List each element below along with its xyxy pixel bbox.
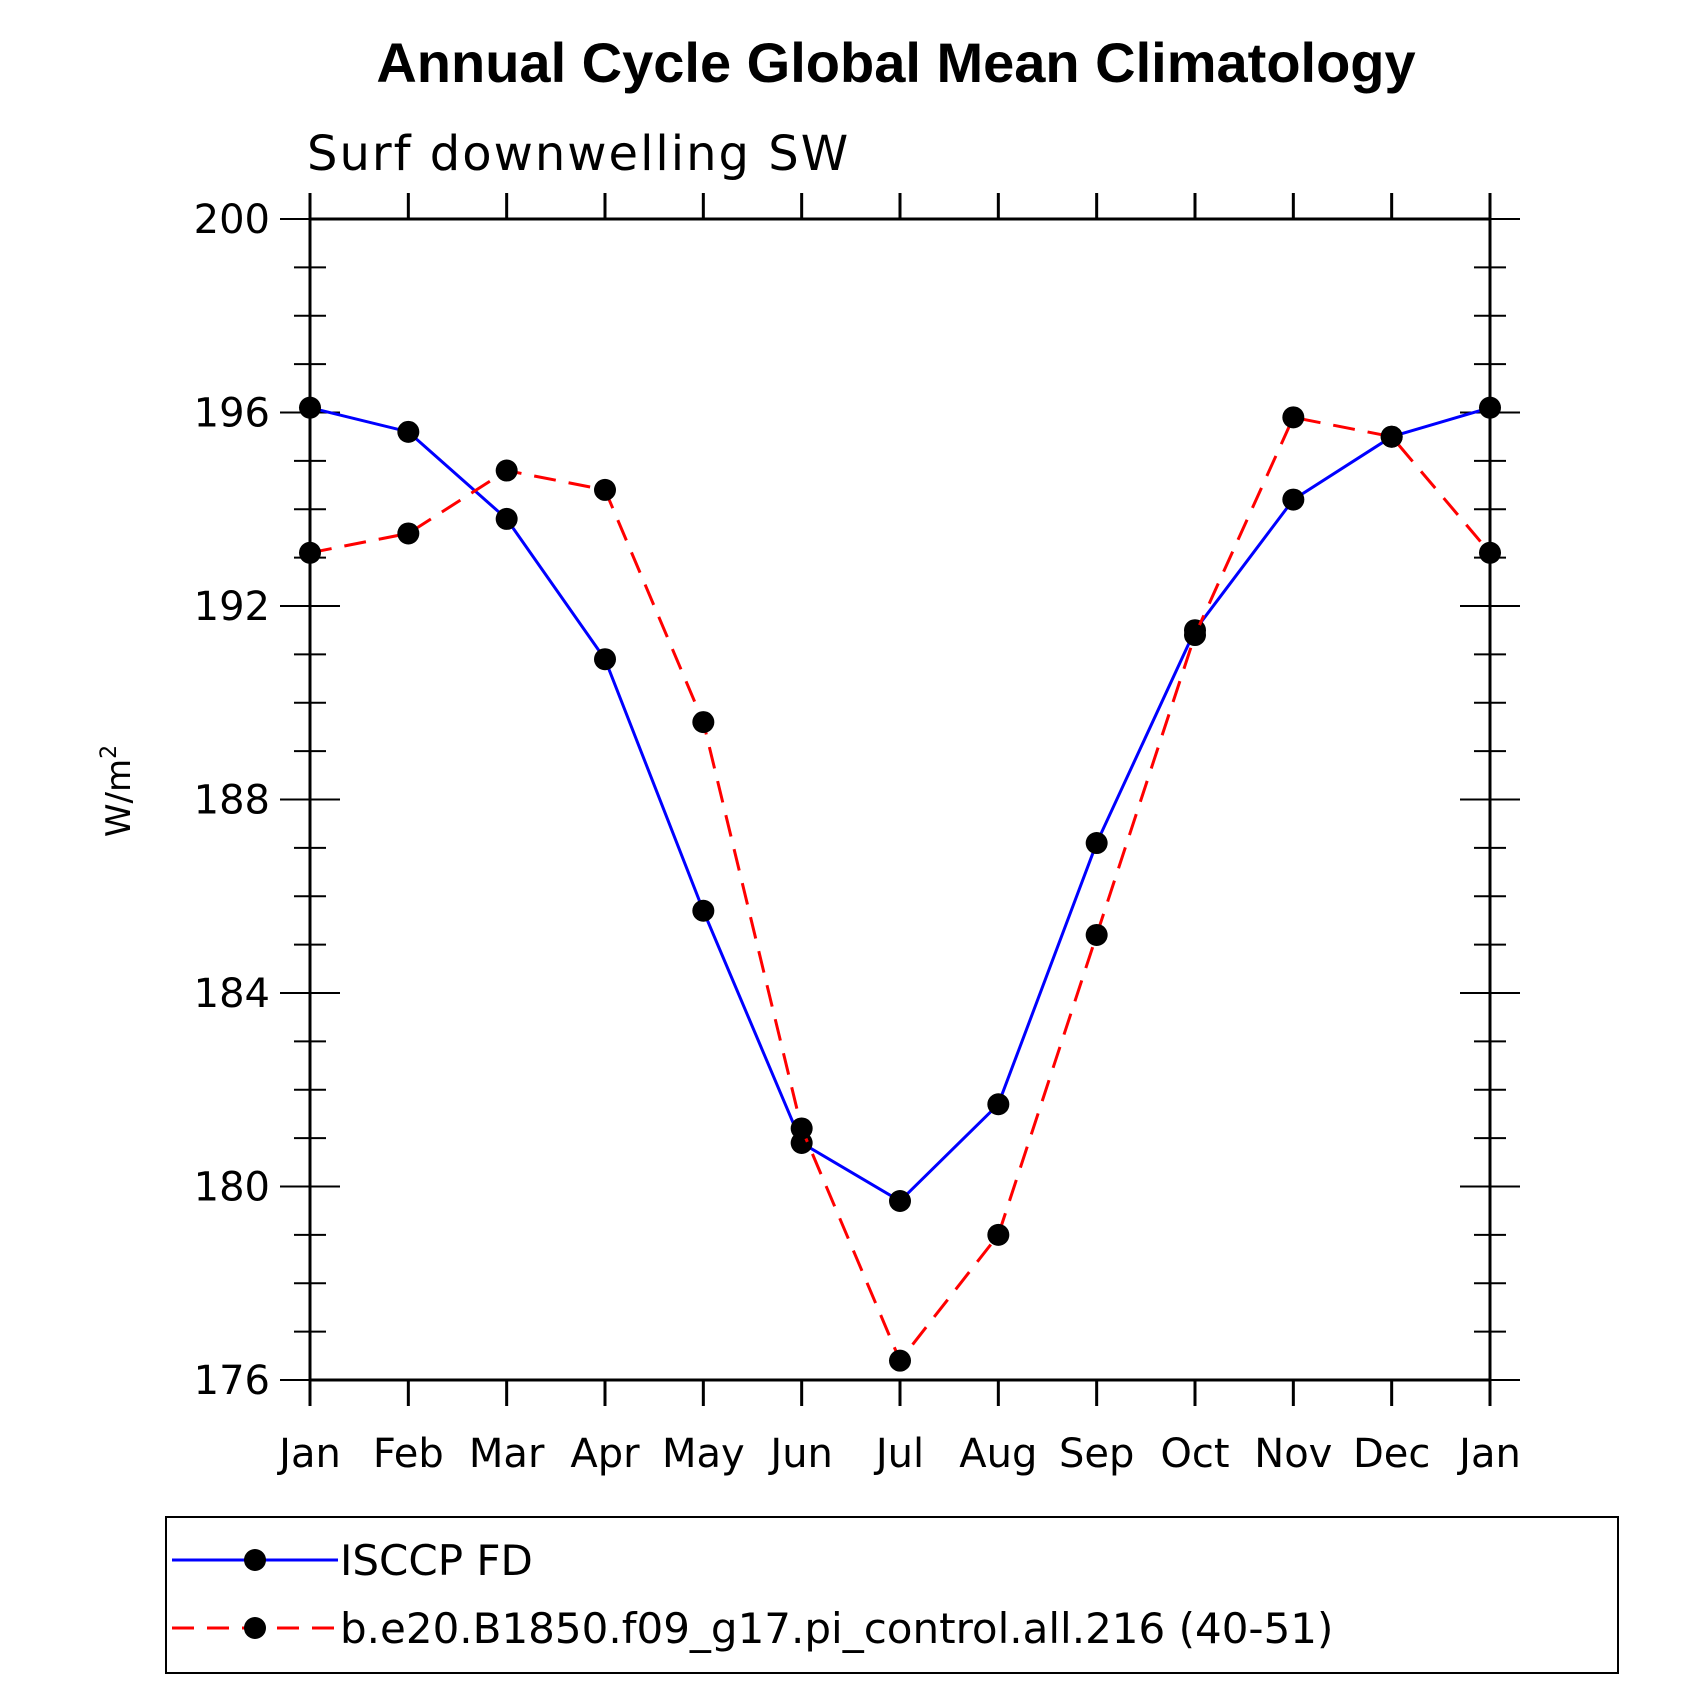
data-point (299, 396, 321, 419)
data-point (987, 1093, 1010, 1116)
data-point (1282, 488, 1305, 511)
legend: ISCCP FD b.e20.B1850.f09_g17.pi_control.a… (165, 1516, 1619, 1674)
y-tick-label: 184 (194, 971, 270, 1017)
x-tick-label: Mar (469, 1431, 545, 1477)
data-point (1184, 624, 1206, 647)
data-point (397, 420, 420, 443)
data-point (889, 1349, 911, 1372)
y-tick-label: 176 (194, 1358, 270, 1404)
data-point (1085, 923, 1108, 946)
series-line (309, 415, 1492, 1364)
x-tick-label: Oct (1160, 1431, 1229, 1477)
series-2 (299, 406, 1501, 1372)
x-tick-label: Aug (959, 1431, 1037, 1477)
data-point (495, 507, 518, 530)
x-tick-label: Jul (873, 1431, 924, 1477)
legend-marker-2 (244, 1617, 266, 1639)
x-tick-label: Jan (276, 1431, 341, 1477)
y-axis-label-superscript: 2 (97, 745, 122, 759)
data-point (397, 522, 420, 545)
series-1 (299, 396, 1501, 1213)
y-axis-label: W/m2 (97, 745, 139, 837)
legend-label-2: b.e20.B1850.f09_g17.pi_control.all.216 (… (340, 1604, 1333, 1653)
x-tick-label: Jun (767, 1431, 833, 1477)
y-tick-label: 188 (194, 778, 270, 824)
y-tick-label: 192 (194, 584, 270, 630)
svg-text:W/m2: W/m2 (97, 745, 139, 837)
series-line (309, 406, 1491, 1203)
y-tick-label: 200 (194, 197, 270, 243)
chart-title: Annual Cycle Global Mean Climatology (376, 31, 1415, 94)
data-point (299, 541, 321, 564)
y-tick-label: 196 (194, 391, 270, 437)
x-tick-label: Dec (1353, 1431, 1430, 1477)
data-point (594, 478, 616, 501)
legend-marker-1 (244, 1549, 266, 1571)
x-tick-label: May (662, 1431, 745, 1477)
x-tick-label: Sep (1059, 1431, 1134, 1477)
data-point (1479, 541, 1501, 564)
data-point (790, 1117, 813, 1140)
x-tick-label: Feb (373, 1431, 444, 1477)
data-point (594, 648, 616, 671)
data-point (889, 1190, 911, 1213)
data-point (1282, 406, 1305, 429)
data-point (1085, 832, 1108, 855)
data-point (692, 711, 715, 734)
x-tick-label: Nov (1254, 1431, 1332, 1477)
x-tick-label: Jan (1456, 1431, 1521, 1477)
chart-subtitle: Surf downwelling SW (307, 126, 850, 182)
data-point (692, 899, 715, 922)
x-tick-label: Apr (570, 1431, 640, 1477)
data-point (495, 459, 518, 482)
y-tick-label: 180 (194, 1165, 270, 1211)
data-point (1380, 425, 1403, 448)
legend-box (165, 1516, 1619, 1674)
y-axis-label-text: W/m (99, 759, 139, 837)
series-layer (299, 396, 1501, 1372)
data-point (1479, 396, 1501, 419)
data-point (987, 1223, 1010, 1246)
legend-label-1: ISCCP FD (340, 1536, 533, 1585)
